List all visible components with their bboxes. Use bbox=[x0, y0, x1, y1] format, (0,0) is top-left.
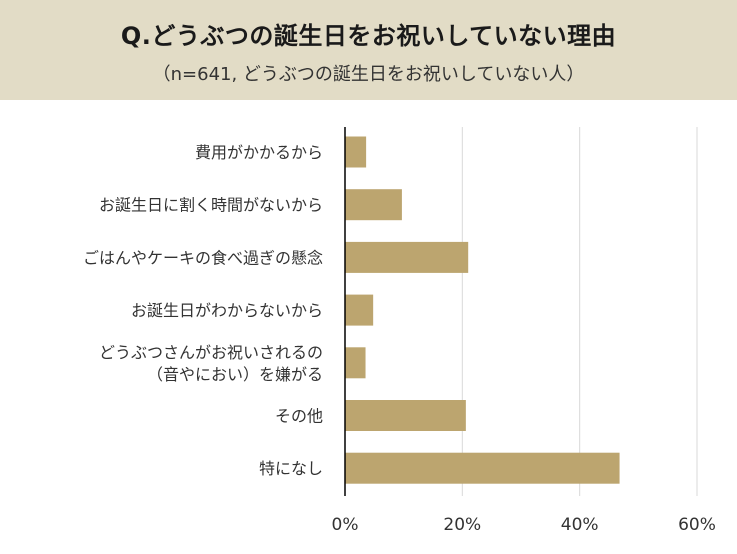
bar bbox=[345, 294, 374, 326]
bar bbox=[345, 241, 469, 273]
x-tick-labels: 0% 20% 40% 60% bbox=[332, 515, 716, 535]
bar bbox=[345, 400, 466, 431]
bar-chart: 費用がかかるからお誕生日に割く時間がないからごはんやケーキの食べ過ぎの懸念お誕生… bbox=[83, 127, 716, 535]
bar bbox=[345, 452, 620, 484]
category-label: （音やにおい）を嫌がる bbox=[147, 365, 323, 384]
category-label: お誕生日に割く時間がないから bbox=[99, 196, 323, 215]
x-tick-label: 60% bbox=[678, 515, 716, 535]
bar bbox=[345, 136, 367, 168]
category-label: 特になし bbox=[259, 459, 323, 478]
category-label: お誕生日がわからないから bbox=[131, 301, 323, 320]
chart-subtitle: （n=641, どうぶつの誕生日をお祝いしていない人） bbox=[152, 64, 585, 85]
grid-lines bbox=[461, 127, 698, 496]
category-label: 費用がかかるから bbox=[195, 143, 323, 162]
chart-title: Q.どうぶつの誕生日をお祝いしていない理由 bbox=[120, 22, 617, 50]
x-tick-label: 20% bbox=[443, 515, 481, 535]
x-tick-label: 0% bbox=[332, 515, 359, 535]
chart-header: Q.どうぶつの誕生日をお祝いしていない理由 （n=641, どうぶつの誕生日をお… bbox=[0, 0, 737, 100]
category-label: ごはんやケーキの食べ過ぎの懸念 bbox=[83, 248, 323, 267]
bar bbox=[345, 347, 366, 379]
x-tick-label: 40% bbox=[561, 515, 599, 535]
bar bbox=[345, 189, 402, 221]
category-label: どうぶつさんがお祝いされるの bbox=[99, 343, 323, 362]
bars bbox=[345, 136, 620, 484]
category-labels: 費用がかかるからお誕生日に割く時間がないからごはんやケーキの食べ過ぎの懸念お誕生… bbox=[83, 143, 323, 478]
category-label: その他 bbox=[275, 407, 323, 426]
